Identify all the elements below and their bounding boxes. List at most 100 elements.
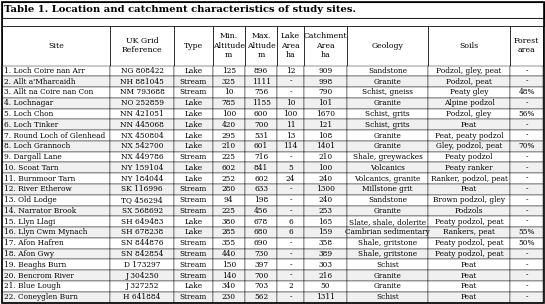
- Text: Lake: Lake: [184, 67, 202, 75]
- Text: -: -: [525, 293, 528, 301]
- Text: H 641884: H 641884: [124, 293, 161, 301]
- Text: Stream: Stream: [179, 207, 207, 215]
- Text: Peat: Peat: [461, 185, 477, 193]
- Bar: [428, 195, 510, 206]
- Bar: [304, 98, 347, 109]
- Text: Granite: Granite: [374, 271, 402, 280]
- Bar: [277, 238, 304, 249]
- Text: -: -: [525, 67, 528, 75]
- Bar: [2, 119, 111, 130]
- Bar: [2, 76, 111, 87]
- Text: 2: 2: [288, 282, 293, 290]
- Text: 303: 303: [318, 261, 332, 269]
- Text: -: -: [289, 78, 292, 86]
- Bar: [277, 249, 304, 259]
- Bar: [174, 87, 213, 98]
- Text: 1. Loch Coire nan Arr: 1. Loch Coire nan Arr: [3, 67, 84, 75]
- Bar: [2, 195, 111, 206]
- Text: 896: 896: [254, 67, 268, 75]
- Text: Peaty podzol, peat: Peaty podzol, peat: [435, 239, 504, 247]
- Bar: [2, 162, 111, 173]
- Bar: [428, 87, 510, 98]
- Text: Lake: Lake: [184, 218, 202, 226]
- Bar: [304, 109, 347, 119]
- Text: Lake: Lake: [184, 229, 202, 237]
- Bar: [2, 109, 111, 119]
- Bar: [428, 141, 510, 152]
- Text: Shale, gritstone: Shale, gritstone: [358, 250, 417, 258]
- Text: -: -: [525, 261, 528, 269]
- Text: 210: 210: [222, 142, 236, 150]
- Bar: [347, 195, 428, 206]
- Bar: [304, 227, 347, 238]
- Text: 150: 150: [222, 261, 236, 269]
- Bar: [347, 76, 428, 87]
- Text: 6: 6: [288, 229, 293, 237]
- Text: NG 808422: NG 808422: [120, 67, 164, 75]
- Bar: [277, 141, 304, 152]
- Bar: [510, 76, 543, 87]
- Text: Granite: Granite: [374, 132, 402, 140]
- Text: Peat: Peat: [461, 282, 477, 290]
- Bar: [2, 87, 111, 98]
- Text: 216: 216: [318, 271, 332, 280]
- Bar: [304, 87, 347, 98]
- Bar: [510, 238, 543, 249]
- Bar: [428, 152, 510, 162]
- Bar: [245, 249, 277, 259]
- Text: -: -: [525, 164, 528, 172]
- Text: 230: 230: [222, 293, 235, 301]
- Bar: [213, 109, 245, 119]
- Text: Lake: Lake: [184, 164, 202, 172]
- Text: 100: 100: [318, 164, 332, 172]
- Text: 6. Loch Tinker: 6. Loch Tinker: [3, 121, 58, 129]
- Text: -: -: [525, 207, 528, 215]
- Bar: [2, 152, 111, 162]
- Bar: [111, 206, 174, 216]
- Bar: [245, 87, 277, 98]
- Bar: [111, 130, 174, 141]
- Bar: [174, 109, 213, 119]
- Text: Ranker, podzol, peat: Ranker, podzol, peat: [431, 174, 507, 183]
- Bar: [111, 195, 174, 206]
- Text: SX 568692: SX 568692: [122, 207, 163, 215]
- Text: 785: 785: [222, 99, 236, 107]
- Bar: [2, 173, 111, 184]
- Bar: [245, 227, 277, 238]
- Text: -: -: [525, 218, 528, 226]
- Text: Peaty podzol: Peaty podzol: [445, 153, 493, 161]
- Text: 680: 680: [254, 229, 268, 237]
- Bar: [245, 259, 277, 270]
- Bar: [347, 259, 428, 270]
- Bar: [213, 184, 245, 195]
- Bar: [304, 26, 347, 65]
- Text: 355: 355: [222, 239, 236, 247]
- Bar: [111, 65, 174, 76]
- Text: 21. Blue Lough: 21. Blue Lough: [3, 282, 60, 290]
- Bar: [347, 119, 428, 130]
- Text: Stream: Stream: [179, 78, 207, 86]
- Text: Forest
area: Forest area: [514, 36, 540, 54]
- Bar: [111, 119, 174, 130]
- Text: Lake
Area
ha: Lake Area ha: [281, 32, 300, 59]
- Bar: [304, 281, 347, 292]
- Bar: [213, 281, 245, 292]
- Text: UK Grid
Reference: UK Grid Reference: [122, 36, 162, 54]
- Text: 456: 456: [254, 207, 268, 215]
- Text: 1670: 1670: [316, 110, 335, 118]
- Text: 2. Allt a'Mharcaidh: 2. Allt a'Mharcaidh: [3, 78, 75, 86]
- Bar: [245, 162, 277, 173]
- Text: Stream: Stream: [179, 293, 207, 301]
- Text: SH 649483: SH 649483: [121, 218, 164, 226]
- Text: Lake: Lake: [184, 121, 202, 129]
- Bar: [245, 65, 277, 76]
- Bar: [428, 162, 510, 173]
- Bar: [428, 109, 510, 119]
- Text: Stream: Stream: [179, 185, 207, 193]
- Text: -: -: [525, 282, 528, 290]
- Text: Table 1. Location and catchment characteristics of study sites.: Table 1. Location and catchment characte…: [4, 5, 356, 14]
- Text: NX 542700: NX 542700: [121, 142, 164, 150]
- Text: Schist: Schist: [376, 293, 399, 301]
- Bar: [304, 119, 347, 130]
- Text: Volcanics: Volcanics: [370, 164, 405, 172]
